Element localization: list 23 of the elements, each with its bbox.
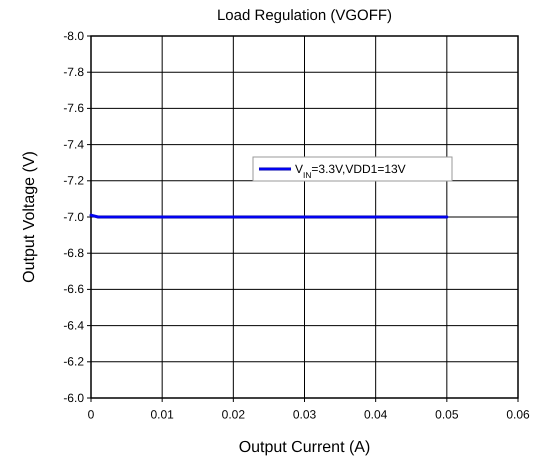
- y-tick-label: -8.0: [63, 28, 84, 43]
- x-tick-label: 0.05: [435, 408, 459, 422]
- chart-title: Load Regulation (VGOFF): [216, 7, 392, 24]
- y-tick-label: -6.6: [63, 282, 84, 296]
- y-tick-label: -6.4: [63, 318, 84, 332]
- y-tick-label: -6.8: [63, 246, 84, 260]
- x-tick-label: 0.01: [150, 408, 174, 422]
- y-axis-title: Output Voltage (V): [21, 151, 38, 283]
- x-tick-label: 0.03: [292, 408, 316, 422]
- x-tick-label: 0.04: [364, 408, 388, 422]
- legend-label: V$_{IN}$=3.3V,VDD1=13V: [295, 162, 406, 180]
- y-tick-label: -7.6: [63, 101, 84, 116]
- x-tick-label: 0.02: [222, 408, 246, 422]
- y-tick-label: -7.4: [63, 137, 84, 152]
- legend: V$_{IN}$=3.3V,VDD1=13V: [252, 156, 452, 182]
- y-tick-label: -6.0: [63, 390, 84, 405]
- x-tick-label: 0: [88, 408, 95, 422]
- x-axis-title: Output Current (A): [238, 439, 370, 456]
- x-tick-label: 0.06: [506, 408, 530, 422]
- y-tick-label: -7.2: [63, 174, 84, 188]
- y-tick-label: -7.0: [63, 210, 84, 224]
- y-tick-label: -6.2: [63, 354, 84, 369]
- y-tick-label: -7.8: [63, 65, 84, 80]
